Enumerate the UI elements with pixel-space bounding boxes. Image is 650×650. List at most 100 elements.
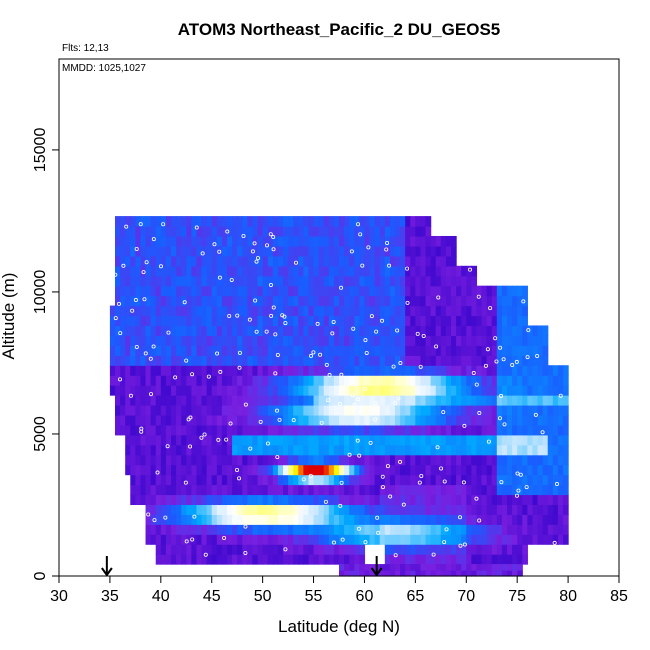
heatmap-cell <box>349 424 355 436</box>
x-tick-label: 60 <box>356 588 374 605</box>
heatmap-cell <box>120 305 126 317</box>
heatmap-cell <box>242 404 248 416</box>
heatmap-cell <box>303 315 310 327</box>
heatmap-cell <box>186 335 192 346</box>
heatmap-cell <box>196 315 203 327</box>
heatmap-cell <box>522 434 528 446</box>
heatmap-cell <box>160 514 167 525</box>
sample-point <box>241 233 246 238</box>
heatmap-cell <box>395 365 401 376</box>
heatmap-cell <box>384 434 391 446</box>
heatmap-cell <box>232 524 238 535</box>
heatmap-cell <box>216 315 223 327</box>
heatmap-cell <box>456 315 462 327</box>
heatmap-cell <box>211 544 218 555</box>
heatmap-cell <box>232 315 238 327</box>
heatmap-cell <box>430 285 437 297</box>
heatmap-cell <box>313 454 320 466</box>
heatmap-cell <box>216 554 223 565</box>
heatmap-cell <box>186 226 192 237</box>
heatmap-cell <box>333 494 340 506</box>
heatmap-cell <box>395 494 401 506</box>
heatmap-cell <box>400 464 406 476</box>
heatmap-cell <box>328 454 335 466</box>
heatmap-cell <box>451 395 457 406</box>
heatmap-cell <box>130 335 136 346</box>
heatmap-cell <box>171 454 177 466</box>
heatmap-cell <box>257 385 264 396</box>
heatmap-cell <box>537 395 544 406</box>
heatmap-cell <box>262 434 269 446</box>
sample-point <box>514 493 519 498</box>
heatmap-cell <box>420 474 427 486</box>
heatmap-cell <box>176 544 182 555</box>
heatmap-cell <box>410 464 416 476</box>
heatmap-cell <box>237 295 243 307</box>
heatmap-cell <box>293 216 299 227</box>
heatmap-cell <box>537 355 544 366</box>
heatmap-cell <box>496 454 503 466</box>
heatmap-cell <box>191 335 198 346</box>
heatmap-cell <box>547 395 554 406</box>
heatmap-cell <box>445 265 452 277</box>
heatmap-cell <box>395 404 401 416</box>
heatmap-cell <box>125 404 131 416</box>
heatmap-cell <box>242 345 248 356</box>
sample-point <box>471 371 476 376</box>
heatmap-cell <box>155 434 162 446</box>
heatmap-cell <box>512 375 518 386</box>
heatmap-cell <box>405 524 411 535</box>
heatmap-cell <box>318 275 325 287</box>
heatmap-cell <box>242 255 248 267</box>
sample-point <box>254 259 259 264</box>
heatmap-cell <box>344 315 350 327</box>
heatmap-cell <box>344 454 350 466</box>
heatmap-cell <box>328 315 335 327</box>
heatmap-cell <box>415 216 422 227</box>
heatmap-cell <box>155 414 162 426</box>
heatmap-cell <box>389 245 396 257</box>
heatmap-cell <box>537 424 544 436</box>
heatmap-cell <box>410 325 416 336</box>
heatmap-cell <box>277 504 284 515</box>
heatmap-cell <box>425 375 432 386</box>
heatmap-cell <box>323 325 330 336</box>
heatmap-cell <box>445 295 452 307</box>
heatmap-cell <box>191 275 198 287</box>
heatmap-cell <box>364 245 371 257</box>
sample-point <box>271 235 276 240</box>
heatmap-cell <box>221 454 228 466</box>
heatmap-cell <box>171 554 177 565</box>
heatmap-cell <box>140 395 147 406</box>
heatmap-cell <box>155 345 162 356</box>
heatmap-cell <box>145 514 152 525</box>
heatmap-cell <box>115 325 121 336</box>
heatmap-cell <box>349 544 355 555</box>
heatmap-cell <box>191 255 198 267</box>
heatmap-cell <box>221 345 228 356</box>
heatmap-cell <box>440 544 447 555</box>
heatmap-cell <box>288 325 294 336</box>
heatmap-cell <box>430 265 437 277</box>
heatmap-cell <box>140 255 147 267</box>
heatmap-cell <box>303 434 310 446</box>
latitude-arrow <box>101 556 113 577</box>
heatmap-cell <box>206 554 213 565</box>
heatmap-cell <box>501 315 508 327</box>
heatmap-cell <box>333 305 340 317</box>
heatmap-cell <box>242 444 248 456</box>
heatmap-cell <box>374 345 381 356</box>
heatmap-cell <box>333 315 340 327</box>
heatmap-cell <box>293 375 299 386</box>
heatmap-cell <box>440 434 447 446</box>
heatmap-cell <box>481 345 488 356</box>
heatmap-cell <box>471 385 478 396</box>
heatmap-cell <box>242 454 248 466</box>
heatmap-cell <box>242 216 248 227</box>
heatmap-cell <box>395 464 401 476</box>
heatmap-cell <box>384 554 391 565</box>
heatmap-cell <box>262 464 269 476</box>
heatmap-cell <box>481 514 488 525</box>
heatmap-cell <box>298 514 304 525</box>
heatmap-cell <box>349 365 355 376</box>
